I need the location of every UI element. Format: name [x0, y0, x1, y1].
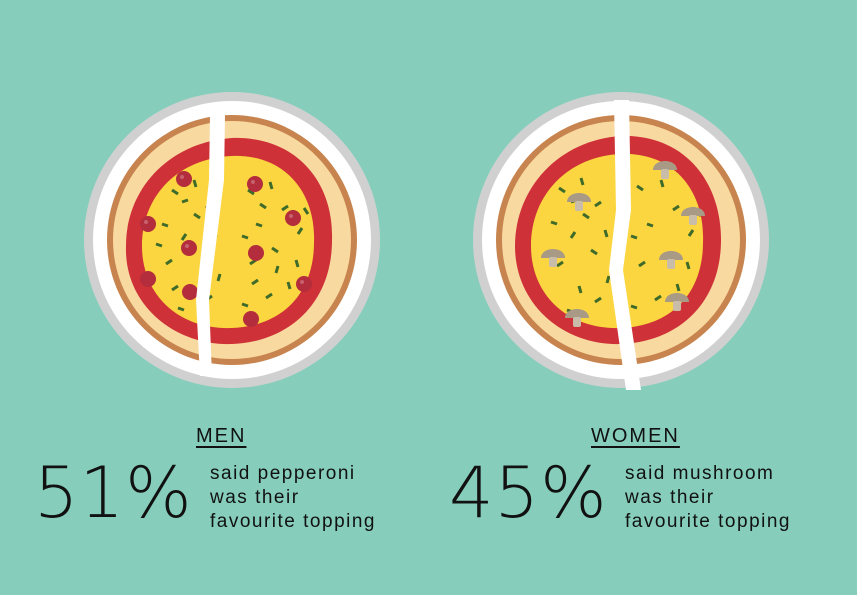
caption-line: said pepperoni [210, 463, 356, 484]
mushroom-slice [681, 207, 705, 225]
pizza-cheese [142, 155, 315, 329]
pepperoni-slice [140, 271, 156, 287]
women-heading: WOMEN [591, 425, 680, 447]
caption-line: was their [625, 487, 715, 508]
caption-line: said mushroom [625, 463, 775, 484]
pizza-cut [196, 114, 225, 376]
mushroom-slice [567, 193, 591, 211]
pepperoni-slice [181, 240, 197, 256]
pepperoni-slice [182, 284, 198, 300]
mushroom-slice [541, 249, 565, 267]
mushroom-slice [565, 309, 589, 327]
pepperoni-slice [285, 210, 301, 226]
mushroom-slice [659, 251, 683, 269]
caption-line: favourite topping [210, 511, 376, 532]
pepperoni-slice [140, 216, 156, 232]
mushroom-slice [665, 293, 689, 311]
mushroom-pizza-icon [473, 92, 769, 390]
pepperoni-slice [296, 276, 312, 292]
women-panel: WOMEN 45% said mushroom was their favour… [429, 0, 857, 595]
pepperoni-slice [248, 245, 264, 261]
pepperoni-slice [243, 311, 259, 327]
women-percent: 45% [449, 452, 608, 534]
pepperoni-slices [140, 171, 312, 327]
caption-line: was their [210, 487, 300, 508]
pepperoni-pizza-icon [84, 92, 380, 388]
mushroom-slice [653, 161, 677, 179]
men-caption: said pepperoni was their favourite toppi… [210, 462, 376, 534]
men-panel: MEN 51% said pepperoni was their favouri… [0, 0, 428, 595]
pepperoni-slice [176, 171, 192, 187]
men-heading: MEN [196, 425, 247, 447]
men-percent: 51% [34, 452, 193, 534]
mushroom-slices [541, 161, 705, 327]
caption-line: favourite topping [625, 511, 791, 532]
pizza-cut [609, 100, 641, 390]
women-caption: said mushroom was their favourite toppin… [625, 462, 791, 534]
pepperoni-slice [247, 176, 263, 192]
